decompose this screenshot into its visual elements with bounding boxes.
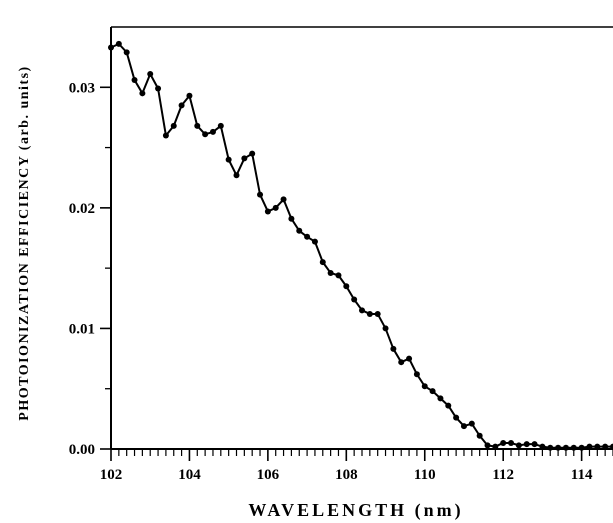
data-point <box>123 49 130 56</box>
data-point <box>476 432 483 439</box>
data-point <box>555 444 562 451</box>
data-point <box>610 443 613 450</box>
data-point <box>594 443 601 450</box>
data-point <box>523 441 530 448</box>
data-point <box>390 345 397 352</box>
data-point <box>602 443 609 450</box>
data-point <box>288 215 295 222</box>
x-tick-label: 110 <box>414 467 436 483</box>
y-tick-label: 0.03 <box>69 80 95 96</box>
data-point <box>280 196 287 203</box>
data-point <box>351 296 358 303</box>
data-point <box>194 122 201 129</box>
data-point <box>562 444 569 451</box>
data-point <box>406 355 413 362</box>
data-point <box>531 441 538 448</box>
data-point <box>108 44 114 51</box>
data-point <box>437 395 444 402</box>
data-point <box>249 150 256 157</box>
data-point <box>272 204 279 211</box>
data-point <box>296 227 303 234</box>
x-tick-label: 104 <box>178 467 201 483</box>
data-point <box>413 371 420 378</box>
data-point <box>453 414 460 421</box>
y-tick-label: 0.01 <box>69 321 95 337</box>
data-point <box>264 208 271 215</box>
data-point <box>468 420 475 427</box>
data-point <box>311 238 318 245</box>
data-point <box>359 307 365 314</box>
data-point <box>233 172 240 179</box>
axes <box>110 26 613 450</box>
x-tick-label: 102 <box>100 467 123 483</box>
x-tick-label: 112 <box>492 467 514 483</box>
data-point <box>241 155 248 162</box>
data-point <box>131 77 138 84</box>
y-axis-ticks: 0.00 0.01 0.02 0.03 <box>69 80 111 458</box>
data-point <box>319 259 326 266</box>
y-axis-title: PHOTOIONIZATION EFFICIENCY (arb. units) <box>17 65 32 420</box>
series-line <box>110 42 613 449</box>
data-series <box>108 40 613 451</box>
x-tick-label: 114 <box>571 467 593 483</box>
x-tick-label: 108 <box>335 467 358 483</box>
data-point <box>327 269 334 276</box>
data-point <box>225 156 232 163</box>
data-point <box>170 122 177 129</box>
data-point <box>115 40 122 47</box>
data-point <box>492 443 499 450</box>
data-point <box>304 233 311 240</box>
x-tick-label: 106 <box>257 467 280 483</box>
data-point <box>500 439 507 446</box>
data-point <box>445 402 452 409</box>
x-axis-title: WAVELENGTH (nm) <box>248 500 463 521</box>
data-point <box>162 132 169 139</box>
data-point <box>257 191 264 198</box>
data-point <box>155 85 162 92</box>
data-point <box>366 310 373 317</box>
data-point <box>147 71 154 78</box>
data-point <box>217 122 224 129</box>
data-point <box>460 423 467 430</box>
data-point <box>508 439 515 446</box>
data-point <box>178 102 185 109</box>
data-point <box>515 442 522 449</box>
data-point <box>547 444 554 451</box>
data-point <box>484 442 491 449</box>
data-point <box>398 359 405 366</box>
data-point <box>186 92 193 99</box>
y-tick-label: 0.02 <box>69 201 95 217</box>
data-point <box>570 444 577 451</box>
data-point <box>209 128 216 135</box>
y-tick-label: 0.00 <box>69 442 95 458</box>
data-point <box>139 90 146 97</box>
x-axis-ticks: 102 104 106 108 110 112 114 <box>100 449 613 483</box>
data-point <box>343 283 350 290</box>
data-point <box>421 383 428 390</box>
data-point <box>202 131 209 138</box>
data-point <box>586 443 593 450</box>
data-point <box>382 325 389 332</box>
data-point <box>429 388 436 395</box>
data-point <box>539 443 546 450</box>
data-point <box>374 310 381 317</box>
data-point <box>578 444 585 451</box>
data-point <box>335 272 342 279</box>
